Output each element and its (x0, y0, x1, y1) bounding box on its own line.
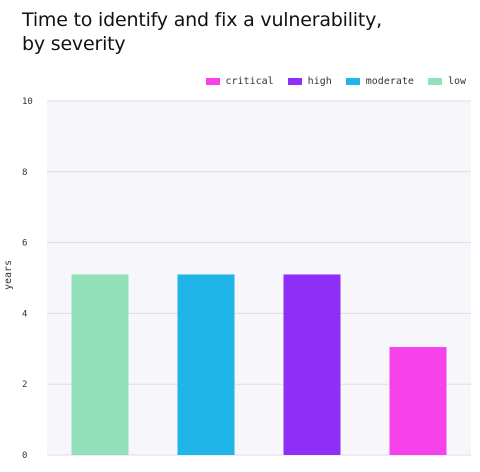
legend-item-critical: critical (205, 76, 274, 87)
legend-item-moderate: moderate (345, 76, 414, 87)
chart-title: Time to identify and fix a vulnerability… (22, 8, 382, 56)
y-axis-label: years (3, 260, 14, 290)
bar-moderate (177, 274, 235, 455)
legend-item-high: high (287, 76, 332, 87)
legend-swatch-low (427, 78, 442, 85)
y-tick-label-0: 0 (22, 451, 27, 461)
chart-title-line-1: Time to identify and fix a vulnerability… (22, 9, 382, 31)
chart-legend: critical high moderate low (205, 76, 466, 87)
y-tick-label-6: 6 (22, 239, 27, 249)
bar-low (71, 274, 129, 455)
y-tick-label-10: 10 (22, 97, 33, 107)
legend-swatch-critical (205, 78, 220, 85)
legend-label-high: high (307, 76, 332, 87)
legend-swatch-moderate (345, 78, 360, 85)
legend-item-low: low (427, 76, 466, 87)
y-tick-label-8: 8 (22, 168, 27, 178)
y-tick-label-4: 4 (22, 309, 27, 319)
legend-label-critical: critical (225, 76, 274, 87)
legend-label-low: low (447, 76, 466, 87)
bar-high (283, 274, 341, 455)
y-tick-label-2: 2 (22, 380, 27, 390)
bar-critical (389, 347, 447, 455)
legend-swatch-high (287, 78, 302, 85)
chart-title-line-2: by severity (22, 33, 126, 55)
legend-label-moderate: moderate (365, 76, 414, 87)
